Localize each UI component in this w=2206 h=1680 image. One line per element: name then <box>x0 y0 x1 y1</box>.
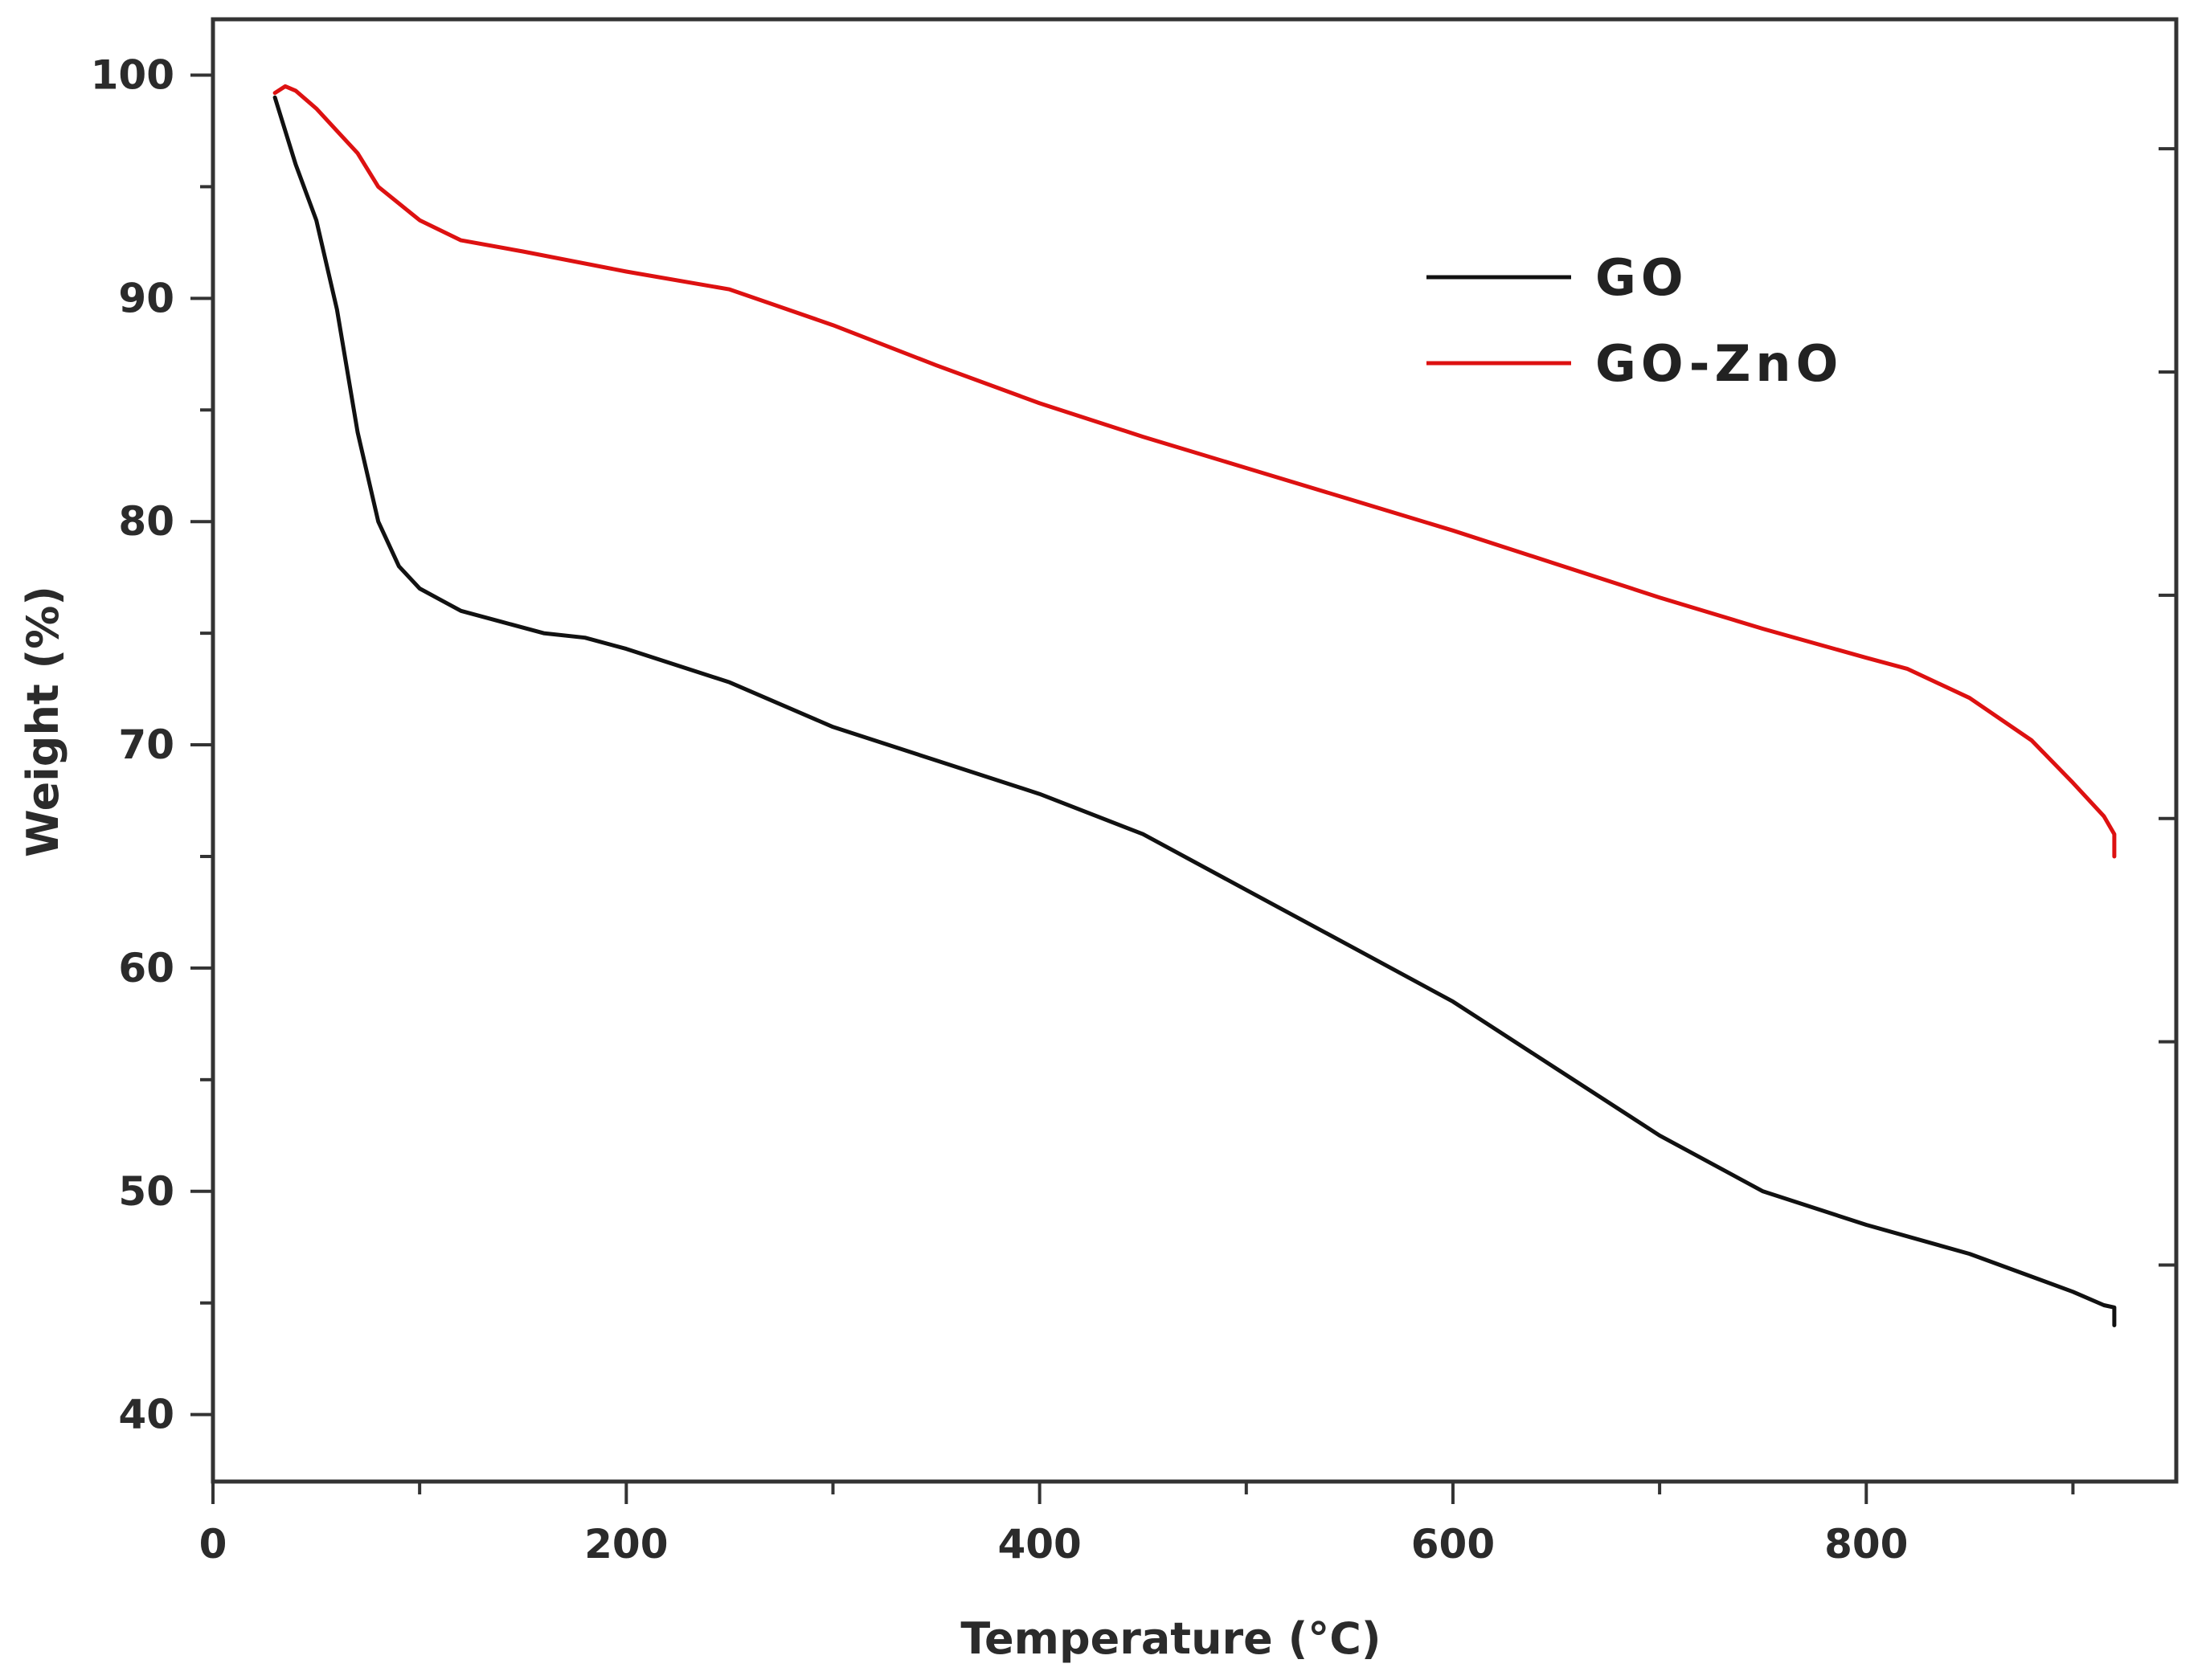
series-line-go-zno <box>272 84 2117 859</box>
x-tick-label: 600 <box>1411 1521 1495 1568</box>
data-series <box>272 84 2117 1327</box>
y-tick-label: 60 <box>118 945 174 991</box>
axis-ticks <box>190 73 2176 1504</box>
axis-tick-labels: 0 200 400 600 800 40 50 60 70 80 90 100 <box>91 51 1909 1568</box>
legend: GO GO-ZnO <box>1426 248 1843 393</box>
legend-label-go-zno: GO-ZnO <box>1595 334 1843 393</box>
x-tick-label: 800 <box>1824 1521 1908 1568</box>
y-tick-label: 70 <box>118 721 174 768</box>
y-tick-label: 90 <box>118 275 174 321</box>
y-tick-label: 50 <box>118 1168 174 1215</box>
x-axis-title: Temperature (°C) <box>960 1613 1381 1664</box>
y-tick-label: 100 <box>91 51 174 98</box>
series-line-go <box>272 95 2117 1327</box>
y-axis-title: Weight (%) <box>18 586 68 857</box>
y-tick-label: 40 <box>118 1392 174 1438</box>
legend-label-go: GO <box>1595 248 1688 307</box>
x-tick-label: 200 <box>584 1521 668 1568</box>
y-tick-label: 80 <box>118 498 174 545</box>
x-tick-label: 0 <box>199 1521 227 1568</box>
x-tick-label: 400 <box>997 1521 1081 1568</box>
plot-frame <box>211 17 2179 1484</box>
